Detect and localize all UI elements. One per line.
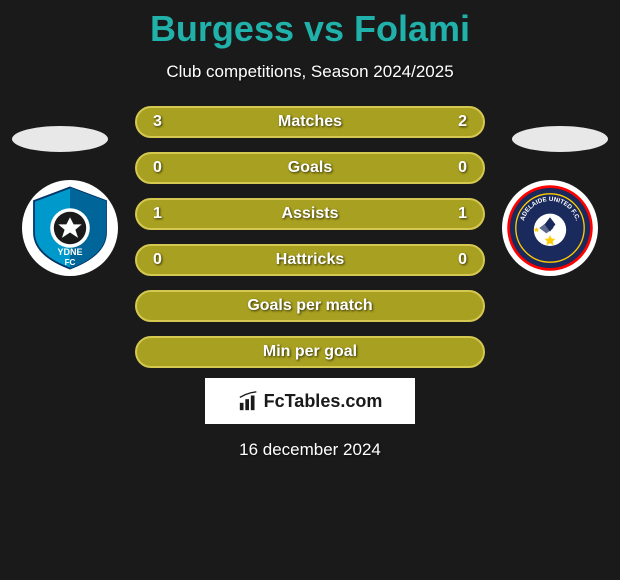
stat-label: Assists — [282, 205, 339, 223]
stat-row-min-per-goal: Min per goal — [135, 336, 485, 368]
stat-left-value: 1 — [153, 205, 173, 223]
stat-row-goals: 0 Goals 0 — [135, 152, 485, 184]
stat-left-value: 0 — [153, 251, 173, 269]
stat-left-value: 0 — [153, 159, 173, 177]
stat-row-matches: 3 Matches 2 — [135, 106, 485, 138]
brand-badge: FcTables.com — [205, 378, 415, 424]
stat-label: Goals per match — [247, 297, 372, 315]
club-logo-right: ADELAIDE UNITED F.C. — [502, 180, 598, 276]
stat-label: Goals — [288, 159, 332, 177]
stat-label: Min per goal — [263, 343, 357, 361]
adelaide-united-crest-icon: ADELAIDE UNITED F.C. — [505, 183, 595, 273]
date-text: 16 december 2024 — [239, 440, 381, 460]
stat-right-value: 2 — [447, 113, 467, 131]
stat-label: Hattricks — [276, 251, 344, 269]
stat-right-value: 1 — [447, 205, 467, 223]
brand-text: FcTables.com — [264, 391, 383, 412]
stat-right-value: 0 — [447, 159, 467, 177]
club-logo-left: YDNE FC — [22, 180, 118, 276]
player-right-avatar — [512, 126, 608, 152]
sydney-fc-crest-icon: YDNE FC — [25, 183, 115, 273]
page-title: Burgess vs Folami — [150, 8, 470, 50]
svg-text:YDNE: YDNE — [57, 247, 82, 257]
stat-row-goals-per-match: Goals per match — [135, 290, 485, 322]
stat-row-hattricks: 0 Hattricks 0 — [135, 244, 485, 276]
stat-label: Matches — [278, 113, 342, 131]
stat-row-assists: 1 Assists 1 — [135, 198, 485, 230]
chart-icon — [238, 390, 260, 412]
stats-area: 3 Matches 2 0 Goals 0 1 Assists 1 0 Hatt… — [135, 106, 485, 368]
svg-text:FC: FC — [65, 258, 76, 267]
stat-right-value: 0 — [447, 251, 467, 269]
subtitle: Club competitions, Season 2024/2025 — [166, 62, 453, 82]
player-left-avatar — [12, 126, 108, 152]
stat-left-value: 3 — [153, 113, 173, 131]
